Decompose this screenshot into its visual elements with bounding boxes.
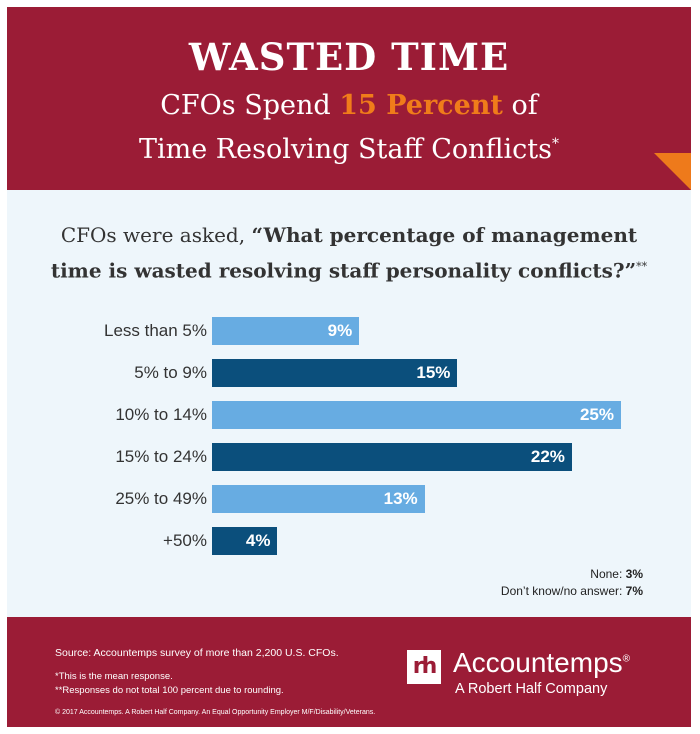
brand-name: Accountemps® — [453, 647, 630, 679]
category-label: 15% to 24% — [115, 447, 207, 466]
bar-value-label: 25% — [579, 405, 614, 424]
bar — [212, 527, 278, 555]
subtitle-highlight: 15 Percent — [339, 90, 503, 121]
note-dont-know-value: 7% — [625, 584, 643, 598]
footnote-mean: *This is the mean response. — [55, 671, 173, 682]
category-label: +50% — [163, 531, 207, 550]
survey-question: CFOs were asked, “What percentage of man… — [7, 219, 691, 287]
bar-value-label: 4% — [245, 531, 271, 550]
subtitle-line2: Time Resolving Staff Conflicts — [139, 134, 552, 165]
bar — [212, 359, 458, 387]
bar-value-label: 13% — [383, 489, 418, 508]
note-none-label: None: — [590, 567, 626, 581]
bar-chart: Less than 5% 9% 5% to 9% 15% 10% to 14% 25% 15… — [7, 307, 691, 567]
category-label: Less than 5% — [103, 321, 207, 340]
note-none-value: 3% — [625, 567, 643, 581]
category-label: 5% to 9% — [134, 363, 207, 382]
note-none: None: 3% — [501, 566, 643, 583]
question-prefix: CFOs were asked, — [60, 223, 252, 247]
subtitle-after: of — [502, 90, 538, 121]
footnote-rounding: **Responses do not total 100 percent due… — [55, 685, 284, 696]
bar — [212, 401, 621, 429]
header-banner: WASTED TIME CFOs Spend 15 Percent of Tim… — [7, 7, 691, 190]
question-mark: ** — [636, 260, 648, 273]
note-dont-know: Don’t know/no answer: 7% — [501, 583, 643, 600]
brand-registered-mark: ® — [622, 653, 631, 665]
category-label: 10% to 14% — [115, 405, 207, 424]
bar-value-label: 22% — [530, 447, 565, 466]
subtitle-before: CFOs Spend — [160, 90, 340, 121]
bar-value-label: 15% — [416, 363, 451, 382]
footer-banner: Source: Accountemps survey of more than … — [7, 617, 691, 727]
bar — [212, 485, 425, 513]
source-text: Source: Accountemps survey of more than … — [55, 647, 339, 659]
brand-tagline: A Robert Half Company — [455, 681, 608, 697]
category-label: 25% to 49% — [115, 489, 207, 508]
question-line2: time is wasted resolving staff personali… — [50, 258, 637, 283]
question-line1: “What percentage of management — [251, 223, 638, 247]
page-title: WASTED TIME — [188, 35, 510, 79]
chart-notes: None: 3% Don’t know/no answer: 7% — [501, 566, 643, 600]
note-dont-know-label: Don’t know/no answer: — [500, 584, 626, 598]
infographic: WASTED TIME CFOs Spend 15 Percent of Tim… — [7, 7, 691, 727]
rh-logo-mark: rh — [412, 654, 438, 679]
bar-value-label: 9% — [327, 321, 353, 340]
bar — [212, 317, 360, 345]
corner-accent-shape — [654, 153, 691, 190]
subtitle-mark: * — [552, 136, 559, 152]
page-subtitle: CFOs Spend 15 Percent of Time Resolving … — [7, 87, 691, 169]
rh-logo-icon: rh — [407, 650, 441, 684]
brand-text: Accountemps — [453, 647, 623, 678]
copyright-text: © 2017 Accountemps. A Robert Half Compan… — [55, 709, 376, 716]
bar — [212, 443, 572, 471]
